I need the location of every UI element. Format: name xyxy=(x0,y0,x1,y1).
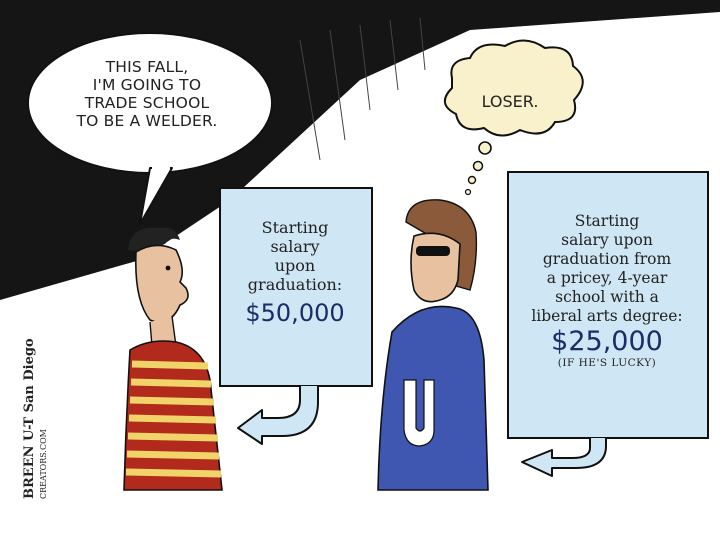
sign-line: Starting xyxy=(574,212,640,230)
sign-line: graduation: xyxy=(247,275,343,294)
speech-line: TRADE SCHOOL xyxy=(84,94,210,112)
salary-amount-right: $25,000 xyxy=(551,326,663,357)
sign-line: school with a xyxy=(555,288,659,306)
head xyxy=(410,232,461,303)
trade-school-student xyxy=(123,227,223,491)
thought-bubble xyxy=(444,39,584,196)
sign-line: salary upon xyxy=(561,231,653,249)
hatching xyxy=(299,17,426,161)
sunglasses-icon xyxy=(416,246,450,256)
speech-bubble xyxy=(27,32,273,225)
sign-line: a pricey, 4-year xyxy=(546,269,668,287)
speech-bubble-text: THIS FALL, I'M GOING TO TRADE SCHOOL TO … xyxy=(52,58,242,130)
head xyxy=(134,244,189,323)
salary-amount-left: $50,000 xyxy=(245,299,345,327)
salary-note: (IF HE'S LUCKY) xyxy=(557,357,657,369)
hair xyxy=(128,227,180,252)
arrow-left-icon xyxy=(237,386,319,445)
artist-affiliation: U-T San Diego xyxy=(22,338,37,441)
salary-sign-left xyxy=(219,187,373,445)
syndicate-credit: CREATORS.COM xyxy=(39,429,48,499)
arrow-right-icon xyxy=(521,438,607,477)
speech-line: TO BE A WELDER. xyxy=(76,112,218,130)
sign-line: Starting xyxy=(261,218,329,237)
speech-line: I'M GOING TO xyxy=(92,76,202,94)
sign-line: upon xyxy=(274,256,316,275)
sign-line: salary xyxy=(270,237,320,256)
sign-line: liberal arts degree: xyxy=(531,307,683,325)
speech-line: THIS FALL, xyxy=(105,58,189,76)
salary-sign-right xyxy=(507,171,709,477)
artist-name: BREEN xyxy=(22,445,37,500)
college-student xyxy=(377,199,489,491)
salary-sign-left-text: Starting salary upon graduation: $50,000 xyxy=(225,218,365,326)
thought-bubble-text: LOSER. xyxy=(481,92,539,111)
artist-signature: BREEN U-T San Diego CREATORS.COM xyxy=(22,338,51,500)
sign-line: graduation from xyxy=(542,250,672,268)
salary-sign-right-text: Starting salary upon graduation from a p… xyxy=(512,212,702,370)
